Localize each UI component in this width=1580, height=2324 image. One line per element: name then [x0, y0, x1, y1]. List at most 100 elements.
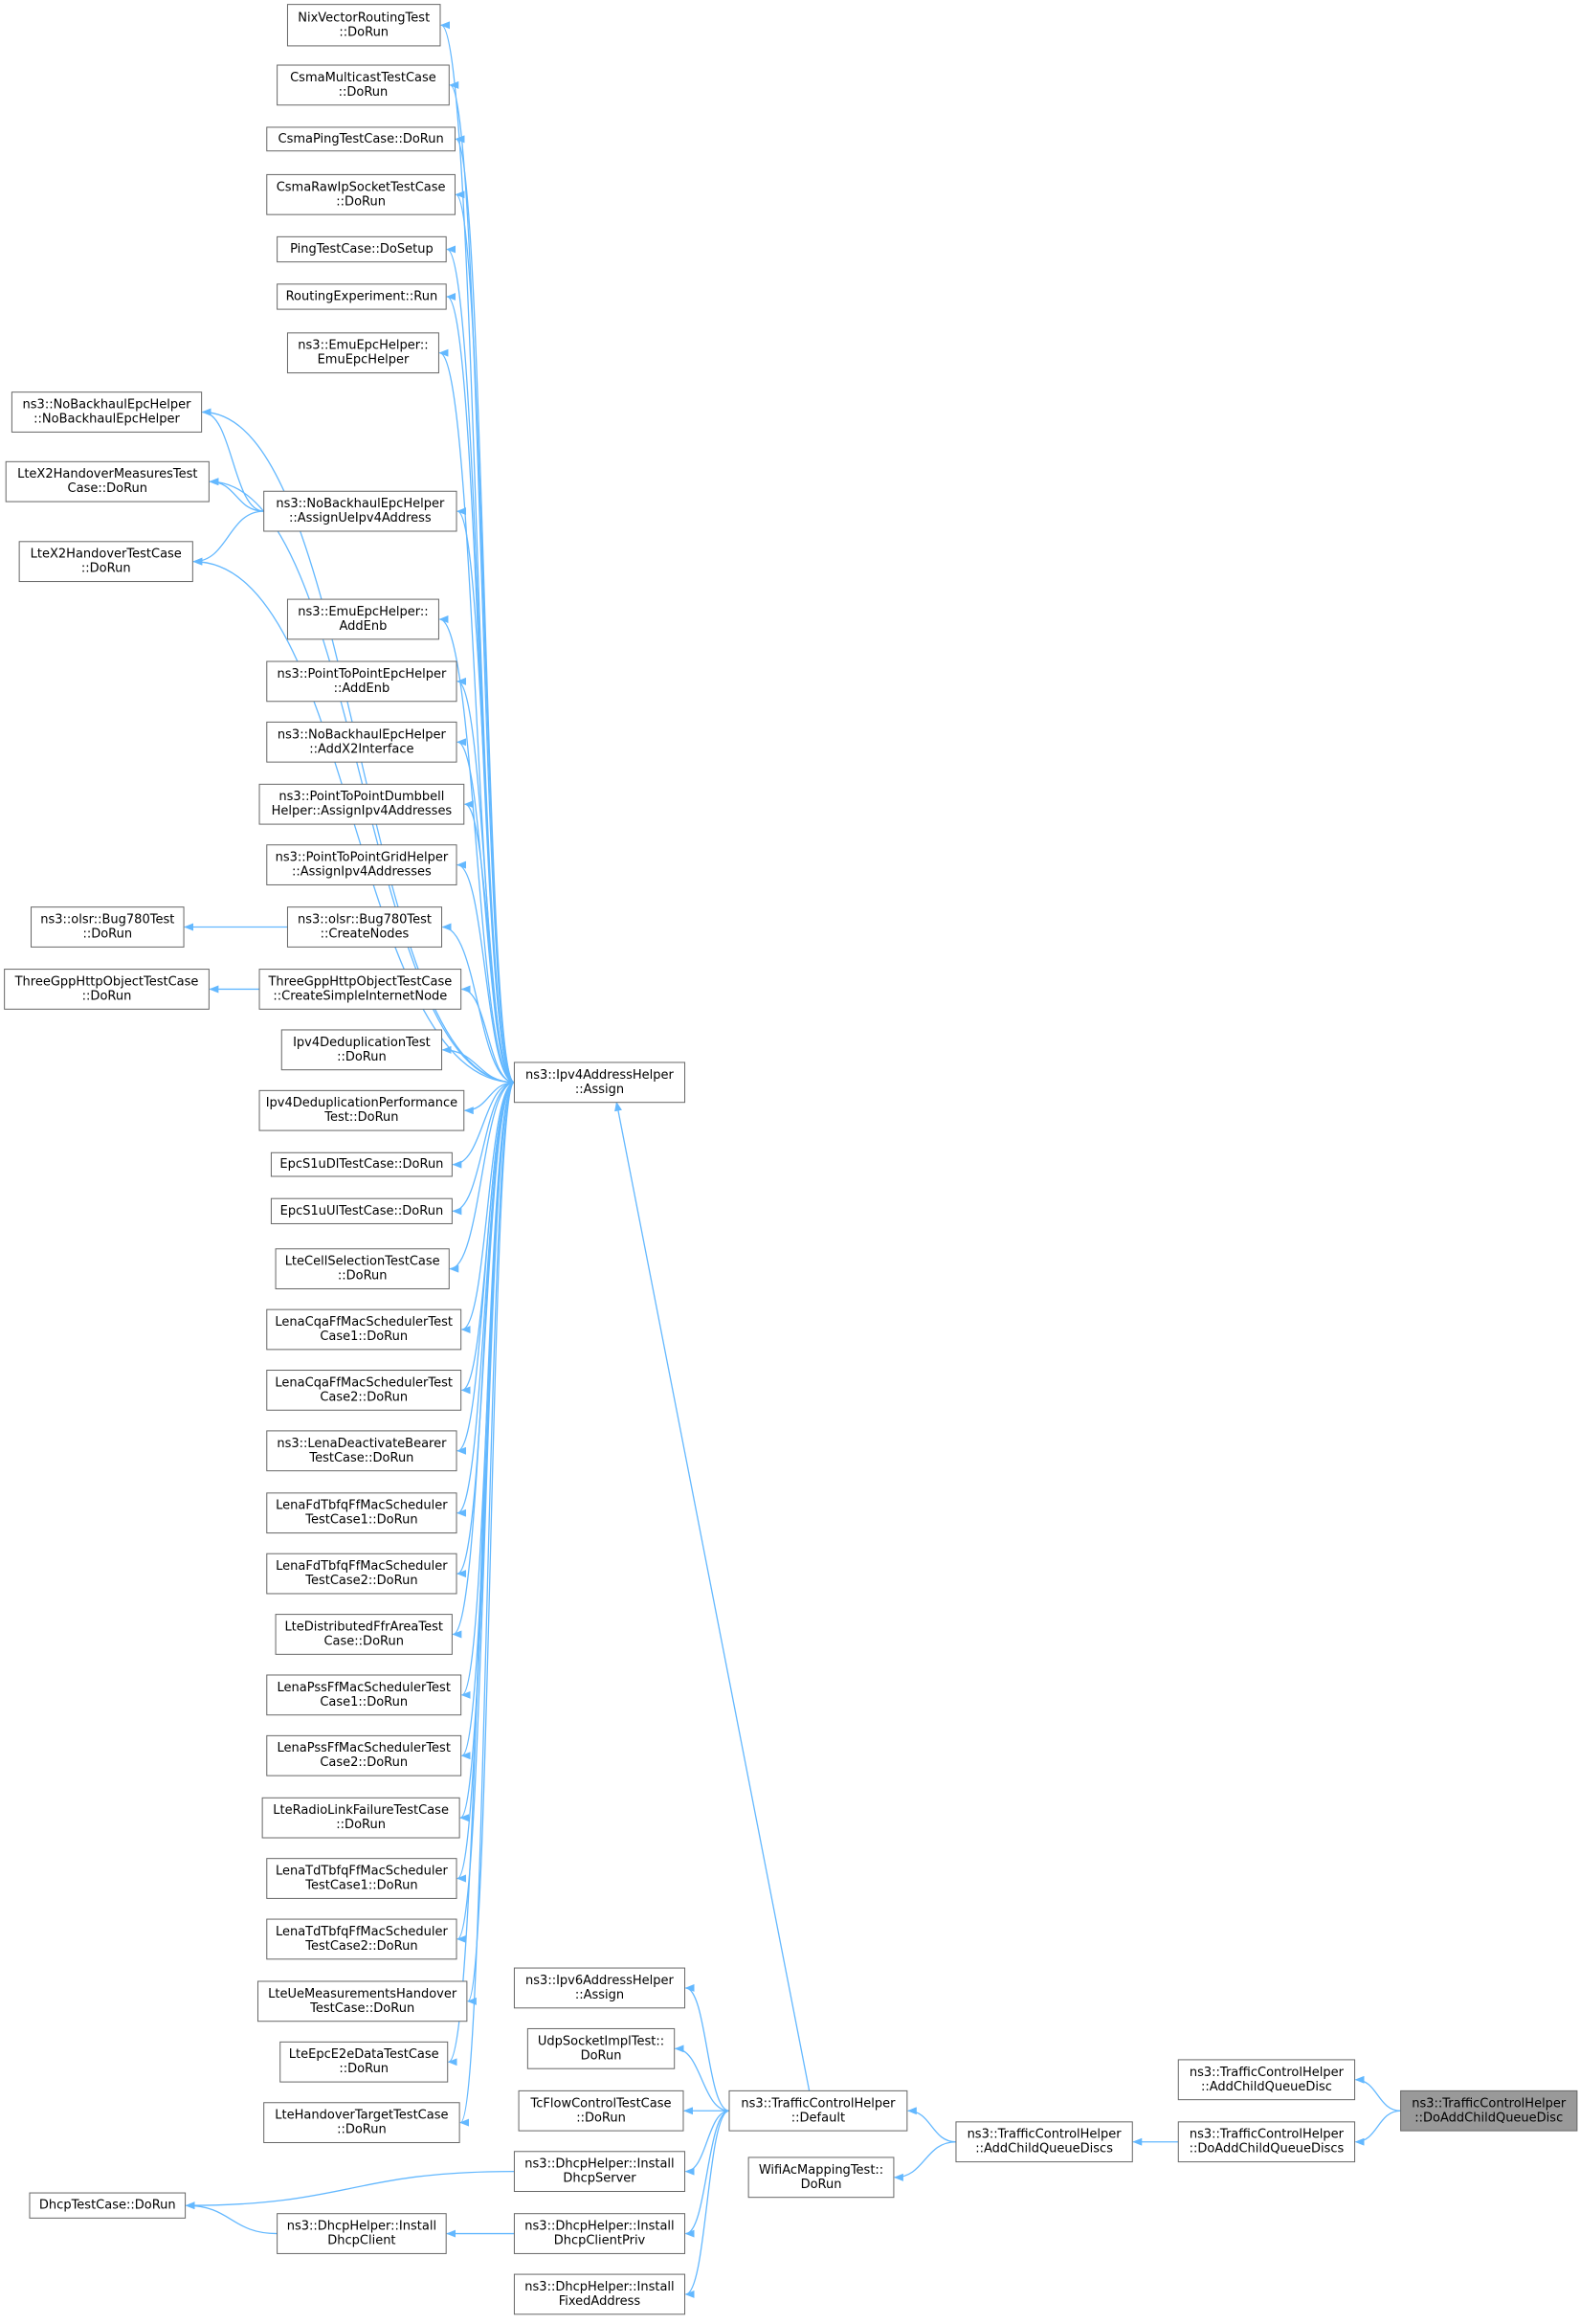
- edge: [456, 1082, 515, 1943]
- node-label: LenaPssFfMacSchedulerTest: [277, 1741, 450, 1755]
- node-box: [277, 64, 450, 106]
- node-label: ns3::PointToPointEpcHelper: [277, 667, 447, 682]
- node-box: [513, 2273, 686, 2315]
- node-label: TestCase2::DoRun: [304, 1574, 417, 1588]
- node-label: ns3::TrafficControlHelper: [741, 2096, 896, 2111]
- edge: [456, 860, 515, 1084]
- node: ns3::PointToPointEpcHelper::AddEnb: [266, 660, 457, 703]
- node-box: [270, 1197, 453, 1224]
- node-label: ::DoRun: [338, 1269, 388, 1284]
- edge: [201, 408, 264, 512]
- edge: [463, 800, 515, 1084]
- node-label: ns3::TrafficControlHelper: [1190, 2066, 1345, 2080]
- node-label: NixVectorRoutingTest: [298, 11, 430, 25]
- edge: [463, 1082, 515, 1115]
- node-label: Case1::DoRun: [320, 1330, 408, 1344]
- node-label: DoRun: [801, 2178, 842, 2192]
- node-label: DhcpClientPriv: [554, 2234, 646, 2248]
- node-label: ns3::EmuEpcHelper::: [298, 605, 428, 619]
- edge: [452, 1082, 515, 1216]
- node-label: CsmaRawIpSocketTestCase: [277, 180, 446, 194]
- node-box: [513, 2213, 686, 2254]
- node-box: [266, 1308, 462, 1351]
- node: ns3::Ipv4AddressHelper::Assign: [513, 1061, 686, 1104]
- node-box: [277, 283, 447, 310]
- node-box: [263, 490, 457, 532]
- node-box: [518, 2089, 684, 2132]
- node: ns3::TrafficControlHelper::DoAddChildQue…: [1177, 2121, 1356, 2163]
- node-box: [286, 4, 441, 47]
- node-label: AddEnb: [340, 619, 388, 634]
- node-box: [279, 2041, 449, 2083]
- node-box: [266, 844, 457, 885]
- node-box: [266, 126, 456, 152]
- node-label: UdpSocketImplTest::: [538, 2034, 664, 2048]
- node-label: LenaCqaFfMacSchedulerTest: [275, 1375, 453, 1390]
- node-box: [277, 2213, 447, 2254]
- node-label: ns3::Ipv6AddressHelper: [525, 1974, 675, 1988]
- node-label: Ipv4DeduplicationTest: [293, 1036, 431, 1050]
- node-box: [29, 2192, 187, 2219]
- node-label: LenaFdTbfqFfMacScheduler: [276, 1499, 448, 1513]
- node-label: DhcpTestCase::DoRun: [39, 2199, 176, 2213]
- node-label: Case2::DoRun: [320, 1390, 408, 1404]
- node-box: [266, 1370, 462, 1411]
- node: PingTestCase::DoSetup: [277, 235, 447, 263]
- node-box: [1177, 2121, 1356, 2163]
- node-box: [526, 2027, 676, 2069]
- edge: [192, 510, 264, 566]
- node: ns3::olsr::Bug780Test::CreateNodes: [286, 906, 443, 948]
- node-box: [266, 1553, 457, 1595]
- node: CsmaRawIpSocketTestCase::DoRun: [266, 173, 456, 215]
- node-label: TestCase1::DoRun: [304, 1513, 417, 1528]
- node-label: LenaFdTbfqFfMacScheduler: [276, 1559, 448, 1574]
- edge: [452, 1082, 515, 1169]
- node-label: Case::DoRun: [68, 481, 147, 496]
- edge: [684, 1983, 730, 2112]
- node: CsmaMulticastTestCase::DoRun: [277, 64, 450, 106]
- edge: [893, 2141, 956, 2181]
- node-label: ::DoRun: [336, 1818, 386, 1832]
- node-label: DhcpServer: [563, 2172, 636, 2186]
- node-label: ns3::NoBackhaulEpcHelper: [276, 497, 445, 511]
- node-box: [266, 660, 457, 703]
- node-box: [266, 1734, 462, 1777]
- node-box: [266, 1918, 457, 1960]
- node-label: ::DoRun: [576, 2111, 626, 2125]
- edge: [459, 1082, 515, 2127]
- node-label: ::DoRun: [82, 927, 132, 942]
- node-label: ns3::Ipv4AddressHelper: [525, 1068, 675, 1083]
- edge: [447, 1082, 515, 2066]
- node: ns3::Ipv6AddressHelper::Assign: [513, 1967, 686, 2009]
- node-label: EpcS1uUlTestCase::DoRun: [280, 1204, 444, 1218]
- node-box: [266, 1430, 457, 1472]
- node: ns3::PointToPointGridHelper::AssignIpv4A…: [266, 844, 457, 885]
- node-box: [275, 1614, 453, 1655]
- node-label: LteRadioLinkFailureTestCase: [273, 1803, 449, 1818]
- node-label: ns3::EmuEpcHelper::: [298, 339, 428, 353]
- node-box: [258, 969, 462, 1010]
- edge: [460, 985, 515, 1084]
- node-label: ns3::DhcpHelper::Install: [287, 2220, 436, 2234]
- node-box: [513, 1061, 686, 1104]
- node-label: ns3::PointToPointGridHelper: [276, 851, 449, 865]
- node-box: [277, 235, 447, 263]
- node-label: ::CreateNodes: [321, 927, 410, 942]
- node-label: LenaCqaFfMacSchedulerTest: [275, 1315, 453, 1330]
- edge: [449, 1082, 515, 1273]
- node-label: ::DoRun: [337, 1050, 387, 1064]
- node: ns3::EmuEpcHelper::EmuEpcHelper: [286, 332, 439, 374]
- node: ns3::TrafficControlHelper::Default: [728, 2089, 908, 2132]
- edge: [456, 507, 515, 1084]
- node-box: [286, 332, 439, 374]
- node-label: LteCellSelectionTestCase: [285, 1255, 440, 1269]
